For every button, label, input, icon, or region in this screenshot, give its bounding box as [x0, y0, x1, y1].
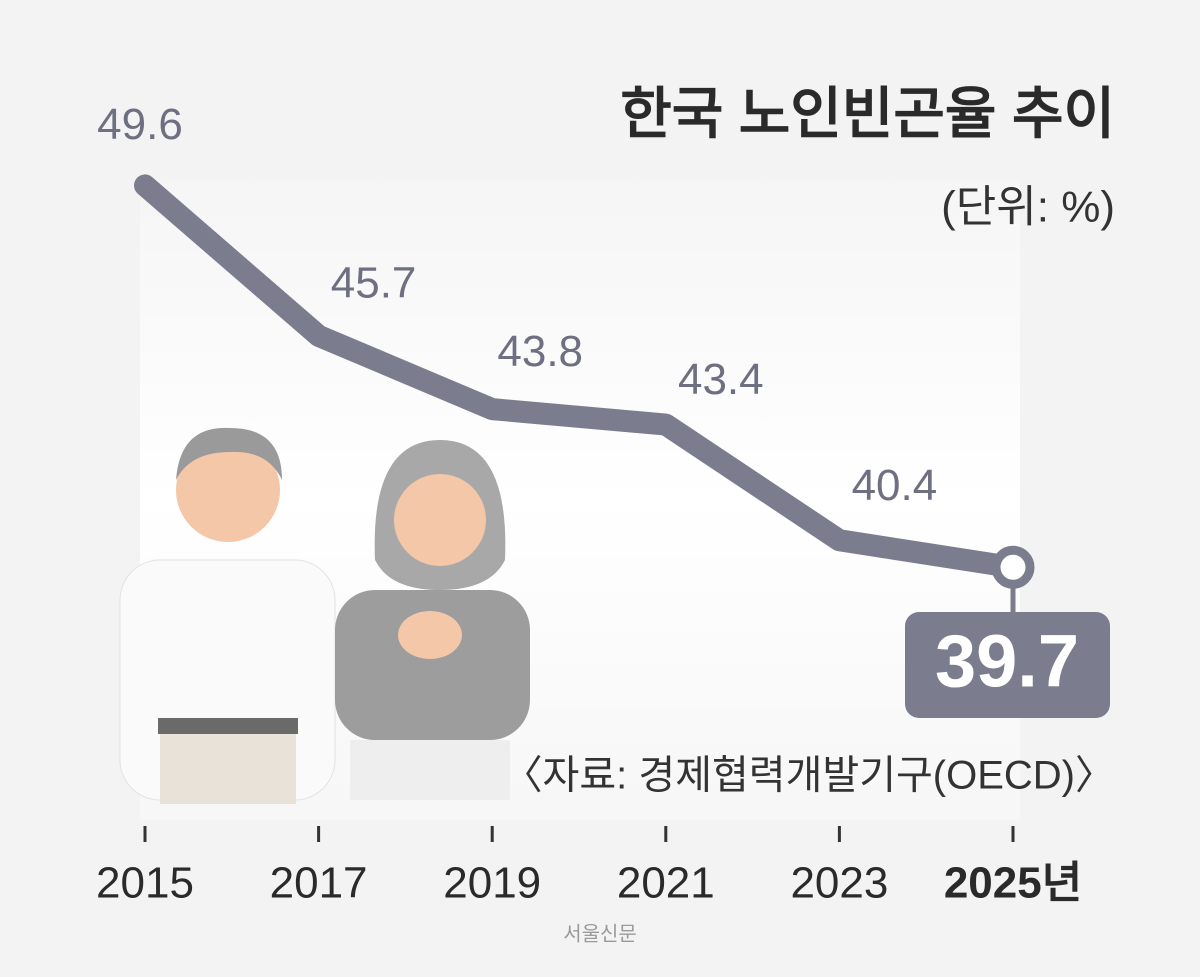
- value-label: 43.8: [497, 327, 583, 376]
- x-tick-label: 2017: [270, 859, 368, 908]
- data-line: [134, 174, 1024, 579]
- x-tick-label: 2015: [96, 859, 194, 908]
- point: [991, 545, 1035, 589]
- value-label: 39.7: [935, 620, 1079, 703]
- chart-title: 한국 노인빈곤율 추이: [620, 82, 1115, 145]
- source: 〈자료: 경제협력개발기구(OECD)〉: [503, 754, 1115, 798]
- chart-subtitle: (단위: %): [941, 183, 1115, 232]
- value-label: 40.4: [852, 461, 938, 510]
- x-tick-label: 2023: [790, 859, 888, 908]
- credit: 서울신문: [563, 922, 637, 945]
- callout-box: [905, 612, 1110, 718]
- value-label: 43.4: [678, 355, 764, 404]
- value-label: 45.7: [331, 258, 417, 307]
- x-tick-label: 2021: [617, 859, 715, 908]
- value-label: 49.6: [97, 100, 183, 149]
- x-tick-label: 2025년: [944, 859, 1082, 908]
- x-tick-label: 2019: [443, 859, 541, 908]
- illustration: [119, 427, 530, 804]
